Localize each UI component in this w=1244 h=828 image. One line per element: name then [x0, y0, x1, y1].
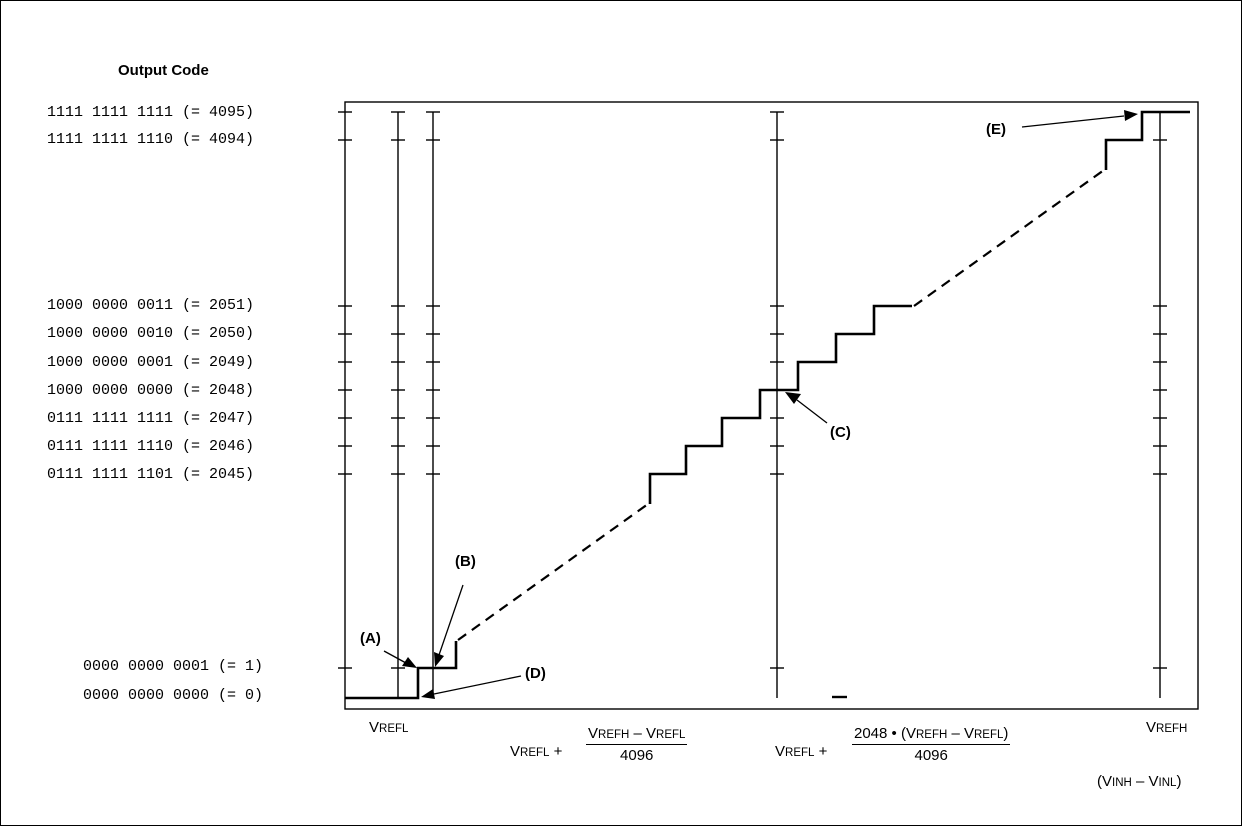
- callout-label-d: (D): [525, 665, 546, 682]
- code-label-1: 0000 0000 0001 (= 1): [83, 658, 264, 675]
- x-label-vrefl: VREFL: [369, 719, 409, 736]
- code-label-2048: 1000 0000 0000 (= 2048): [47, 382, 255, 399]
- code-label-2046: 0111 1111 1110 (= 2046): [47, 438, 255, 455]
- callout-arrow-e: [1021, 110, 1138, 128]
- reference-line-vrefl: [391, 111, 405, 698]
- callout-label-b: (B): [455, 553, 476, 570]
- x-label-vrefh: VREFH: [1146, 719, 1188, 736]
- code-label-2045: 0111 1111 1101 (= 2045): [47, 466, 255, 483]
- code-label-2050: 1000 0000 0010 (= 2050): [47, 325, 255, 342]
- y-axis-title: Output Code: [118, 62, 209, 79]
- y-tick-marks: [338, 111, 352, 669]
- code-label-2051: 1000 0000 0011 (= 2051): [47, 297, 255, 314]
- x-axis-title: (VINH – VINL): [1097, 773, 1182, 790]
- code-label-2047: 0111 1111 1111 (= 2047): [47, 410, 255, 427]
- plot-frame: [344, 101, 1199, 710]
- x-label-mid-fraction: 2048 • (VREFH – VREFL) 4096: [852, 725, 1011, 764]
- x-label-step1-prefix: VREFL +: [510, 743, 563, 760]
- staircase-top: [1104, 110, 1190, 170]
- staircase-bottom: [345, 641, 458, 700]
- code-label-2049: 1000 0000 0001 (= 2049): [47, 354, 255, 371]
- reference-line-midscale: [770, 111, 784, 698]
- callout-arrow-a: [383, 650, 417, 668]
- staircase-dashed-upper: [913, 169, 1105, 307]
- callout-arrow-b: [434, 584, 464, 667]
- staircase-middle: [648, 304, 912, 504]
- code-label-4094: 1111 1111 1110 (= 4094): [47, 131, 255, 148]
- callout-arrow-d: [421, 675, 522, 699]
- x-label-step1-fraction: VREFH – VREFL 4096: [586, 725, 688, 764]
- callout-arrow-c: [785, 392, 828, 424]
- reference-line-step1: [426, 111, 440, 698]
- x-label-mid-prefix: VREFL +: [775, 743, 828, 760]
- reference-line-vrefh: [1153, 111, 1167, 698]
- staircase-dashed-lower: [457, 503, 649, 641]
- code-label-4095: 1111 1111 1111 (= 4095): [47, 104, 255, 121]
- callout-label-a: (A): [360, 630, 381, 647]
- callout-label-c: (C): [830, 424, 851, 441]
- callout-label-e: (E): [986, 121, 1006, 138]
- code-label-0: 0000 0000 0000 (= 0): [83, 687, 264, 704]
